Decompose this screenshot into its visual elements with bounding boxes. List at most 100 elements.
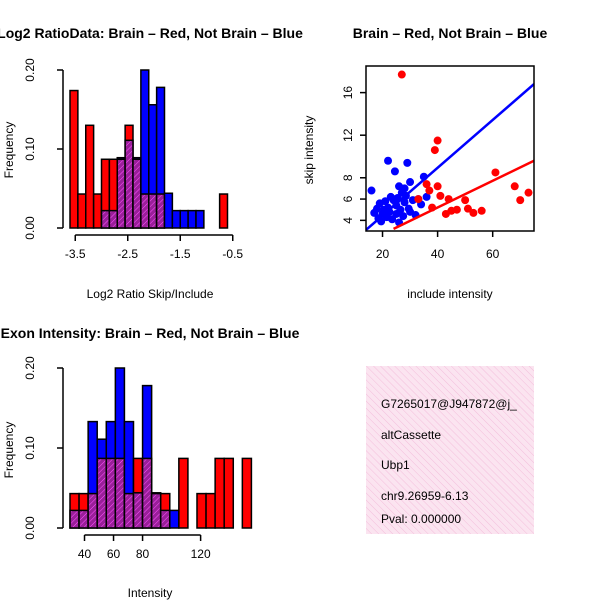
- overlap-hatch: [134, 160, 140, 227]
- overlap-hatch: [118, 160, 125, 227]
- y-tick-label: 8: [341, 174, 355, 181]
- not-brain-point: [400, 184, 409, 193]
- x-tick-label: 80: [136, 547, 150, 561]
- overlap-hatch: [141, 195, 148, 227]
- brain-bar: [241, 457, 253, 529]
- brain-bar: [178, 457, 189, 529]
- exon-intensity-histogram: Exon Intensity: Brain – Red, Not Brain –…: [1, 325, 300, 600]
- plot-frame: [365, 65, 535, 232]
- x-tick-label: 60: [486, 247, 500, 261]
- x-tick-label: 60: [107, 547, 121, 561]
- brain-bar: [92, 193, 103, 229]
- p-value: Pval: 0.000000: [381, 512, 461, 526]
- x-tick-label: 40: [431, 247, 445, 261]
- brain-point: [422, 180, 431, 189]
- axes: 20 40 60 4 6 8 12 16: [341, 65, 535, 261]
- brain-bar: [218, 193, 229, 229]
- brain-point: [397, 70, 406, 79]
- brain-point: [430, 146, 439, 155]
- x-axis-label: include intensity: [407, 287, 492, 301]
- event-id: G7265017@J947872@j_: [381, 397, 517, 411]
- overlap-hatch: [143, 459, 151, 527]
- overlap-hatch: [71, 511, 79, 527]
- ratio-histogram: Log2 RatioData: Brain – Red, Not Brain –…: [0, 25, 303, 301]
- brain-point: [477, 206, 486, 215]
- not-brain-bar: [179, 209, 189, 229]
- overlap-hatch: [157, 195, 164, 227]
- y-tick-label: 0.00: [23, 516, 37, 540]
- chart-title: Brain – Red, Not Brain – Blue: [353, 25, 548, 41]
- overlap-hatch: [102, 211, 109, 227]
- overlap-hatch: [107, 459, 115, 527]
- not-brain-point: [403, 158, 412, 167]
- brain-point: [510, 182, 519, 191]
- brain-point: [461, 196, 470, 205]
- bars: [69, 69, 229, 229]
- y-tick-label: 12: [341, 128, 355, 142]
- brain-point: [452, 205, 461, 214]
- not-brain-point: [367, 186, 376, 195]
- x-tick-label: -1.5: [170, 247, 191, 261]
- genomic-location: chr9.26959-6.13: [381, 489, 469, 503]
- info-panel: G7265017@J947872@j_ altCassette Ubp1 chr…: [366, 366, 534, 534]
- event-type: altCassette: [381, 428, 441, 442]
- y-axis-label: skip intensity: [302, 116, 316, 185]
- not-brain-point: [400, 198, 409, 207]
- not-brain-point: [396, 205, 405, 214]
- plot-clip: [366, 70, 534, 231]
- not-brain-point: [422, 192, 431, 201]
- brain-bar: [196, 492, 207, 529]
- brain-bar: [205, 492, 216, 529]
- not-brain-fit-line: [366, 83, 534, 231]
- not-brain-point: [384, 156, 393, 165]
- overlap-hatch: [89, 494, 97, 527]
- overlap-hatch: [149, 195, 156, 227]
- x-axis-label: Log2 Ratio Skip/Include: [87, 287, 214, 301]
- overlap-hatch: [134, 493, 142, 527]
- overlap-hatch: [80, 511, 88, 527]
- axes: 40 60 80 120 0.00 0.10 0.20: [23, 356, 211, 561]
- overlap-hatch: [161, 511, 169, 527]
- y-tick-label: 6: [341, 195, 355, 202]
- y-tick-label: 0.10: [23, 436, 37, 460]
- x-axis-label: Intensity: [128, 586, 173, 600]
- y-tick-label: 0.00: [23, 216, 37, 240]
- not-brain-bar: [187, 209, 197, 229]
- bars: [69, 367, 253, 529]
- not-brain-point: [381, 197, 390, 206]
- overlap-hatch: [126, 141, 132, 227]
- not-brain-point: [399, 212, 408, 221]
- overlap-hatch: [152, 494, 160, 527]
- overlap-hatch: [110, 211, 117, 227]
- gene-name: Ubp1: [381, 458, 410, 472]
- brain-bar: [214, 457, 225, 529]
- chart-title: Exon Intensity: Brain – Red, Not Brain –…: [1, 325, 300, 341]
- x-tick-label: -2.5: [117, 247, 138, 261]
- overlap-hatch: [116, 459, 124, 527]
- brain-bar: [77, 193, 87, 229]
- not-brain-point: [406, 178, 415, 187]
- overlap-hatch: [125, 494, 133, 527]
- brain-point: [491, 168, 500, 177]
- y-tick-label: 0.20: [23, 356, 37, 380]
- axes: -3.5 -2.5 -1.5 -0.5 0.00 0.10 0.20: [23, 58, 243, 261]
- brain-bar: [223, 457, 235, 529]
- brain-point: [433, 136, 442, 145]
- brain-point: [425, 186, 434, 195]
- y-tick-label: 4: [341, 217, 355, 224]
- y-axis-label: Frequency: [2, 122, 16, 179]
- x-tick-label: 120: [191, 547, 211, 561]
- scatter-area: [366, 70, 534, 231]
- brain-point: [524, 188, 533, 197]
- x-tick-label: 20: [376, 247, 390, 261]
- brain-bar: [85, 124, 95, 229]
- overlap-hatch: [98, 459, 106, 527]
- x-tick-label: -3.5: [65, 247, 86, 261]
- brain-point: [414, 195, 423, 204]
- intensity-scatter: Brain – Red, Not Brain – Blue 20 40 60 4 6 8 1…: [302, 25, 547, 301]
- y-tick-label: 0.10: [23, 137, 37, 161]
- x-tick-label: -0.5: [222, 247, 243, 261]
- y-tick-label: 16: [341, 86, 355, 100]
- brain-point: [463, 204, 472, 213]
